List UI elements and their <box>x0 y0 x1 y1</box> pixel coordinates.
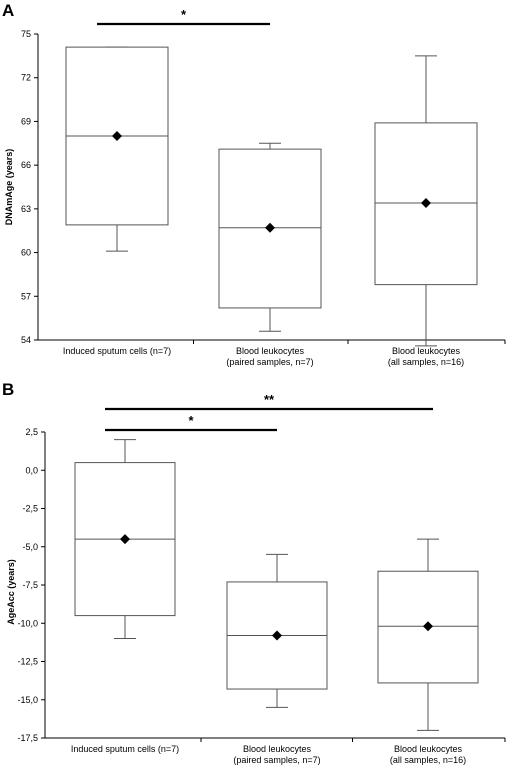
panel-a-category-labels: Induced sputum cells (n=7) Blood leukocyt… <box>63 346 464 367</box>
panel-a-category-label: Blood leukocytes <box>392 346 461 356</box>
panel-b-y-tick-label: -15,0 <box>17 695 38 705</box>
panel-b-y-tick-label: -2,5 <box>22 504 38 514</box>
panel-b: B AgeAcc (years) 2,5 0,0 -2,5 -5,0 -7,5 -10,0… <box>2 380 506 765</box>
panel-a-y-tick-label: 54 <box>21 335 31 345</box>
panel-b-mean-marker <box>272 630 282 641</box>
panel-b-significance-label: ** <box>264 392 275 407</box>
panel-b-y-tick-label: -10,0 <box>17 618 38 628</box>
panel-b-category-label: Blood leukocytes <box>243 744 312 754</box>
panel-b-mean-marker <box>120 534 130 545</box>
panel-a-mean-marker <box>421 198 431 209</box>
panel-a-y-axis-label: DNAmAge (years) <box>4 149 14 226</box>
panel-a-y-tick-label: 63 <box>21 204 31 214</box>
panel-letter-a: A <box>2 1 14 20</box>
panel-b-box-3 <box>377 538 479 731</box>
panel-a-axes <box>37 34 505 341</box>
panel-b-significance-label: * <box>188 413 194 428</box>
panel-a-boxes <box>65 46 478 347</box>
panel-a-significance: * <box>97 7 270 26</box>
panel-b-category-label: (paired samples, n=7) <box>233 755 320 765</box>
panel-a-y-tick-label: 60 <box>21 248 31 258</box>
panel-a-y-tick-label: 57 <box>21 291 31 301</box>
panel-b-mean-marker <box>423 621 433 632</box>
panel-b-y-ticks: 2,5 0,0 -2,5 -5,0 -7,5 -10,0 -12,5 -15,0 -17,5 <box>17 427 506 743</box>
panel-b-y-tick-label: -7,5 <box>22 580 38 590</box>
panel-b-y-tick-label: -12,5 <box>17 657 38 667</box>
panel-a-y-tick-label: 69 <box>21 116 31 126</box>
panel-b-y-tick-label: 0,0 <box>25 465 38 475</box>
panel-a-significance-label: * <box>181 7 187 22</box>
panel-b-y-tick-label: -17,5 <box>17 733 38 743</box>
panel-b-box-2 <box>226 553 328 708</box>
panel-a-category-label: (paired samples, n=7) <box>226 357 313 367</box>
panel-b-y-axis-label: AgeAcc (years) <box>6 559 16 625</box>
panel-a-category-label: Blood leukocytes <box>236 346 305 356</box>
panel-a-box-1 <box>65 46 169 252</box>
panel-letter-b: B <box>2 380 14 399</box>
panel-a-category-label: (all samples, n=16) <box>388 357 464 367</box>
panel-b-category-label: Blood leukocytes <box>394 744 463 754</box>
panel-a-category-label: Induced sputum cells (n=7) <box>63 346 171 356</box>
panel-a-y-tick-label: 72 <box>21 73 31 83</box>
panel-a-box-2 <box>218 142 322 332</box>
panel-b-category-labels: Induced sputum cells (n=7) Blood leukocyt… <box>71 744 466 765</box>
panel-a-y-tick-label: 75 <box>21 29 31 39</box>
panel-b-boxes <box>74 439 479 731</box>
panel-a: A DNAmAge (years) 54 57 60 63 66 69 72 75 Induc… <box>2 1 506 367</box>
panel-b-y-tick-label: 2,5 <box>25 427 38 437</box>
panel-b-category-label: Induced sputum cells (n=7) <box>71 744 179 754</box>
panel-a-y-ticks: 54 57 60 63 66 69 72 75 <box>21 29 506 345</box>
panel-a-y-tick-label: 66 <box>21 160 31 170</box>
panel-a-mean-marker <box>265 222 275 233</box>
panel-b-y-tick-label: -5,0 <box>22 542 38 552</box>
panel-b-category-label: (all samples, n=16) <box>390 755 466 765</box>
panel-a-mean-marker <box>112 131 122 141</box>
panel-b-box-1 <box>74 439 176 640</box>
panel-a-box-3 <box>374 55 478 347</box>
panel-b-significance: *** <box>105 392 433 432</box>
